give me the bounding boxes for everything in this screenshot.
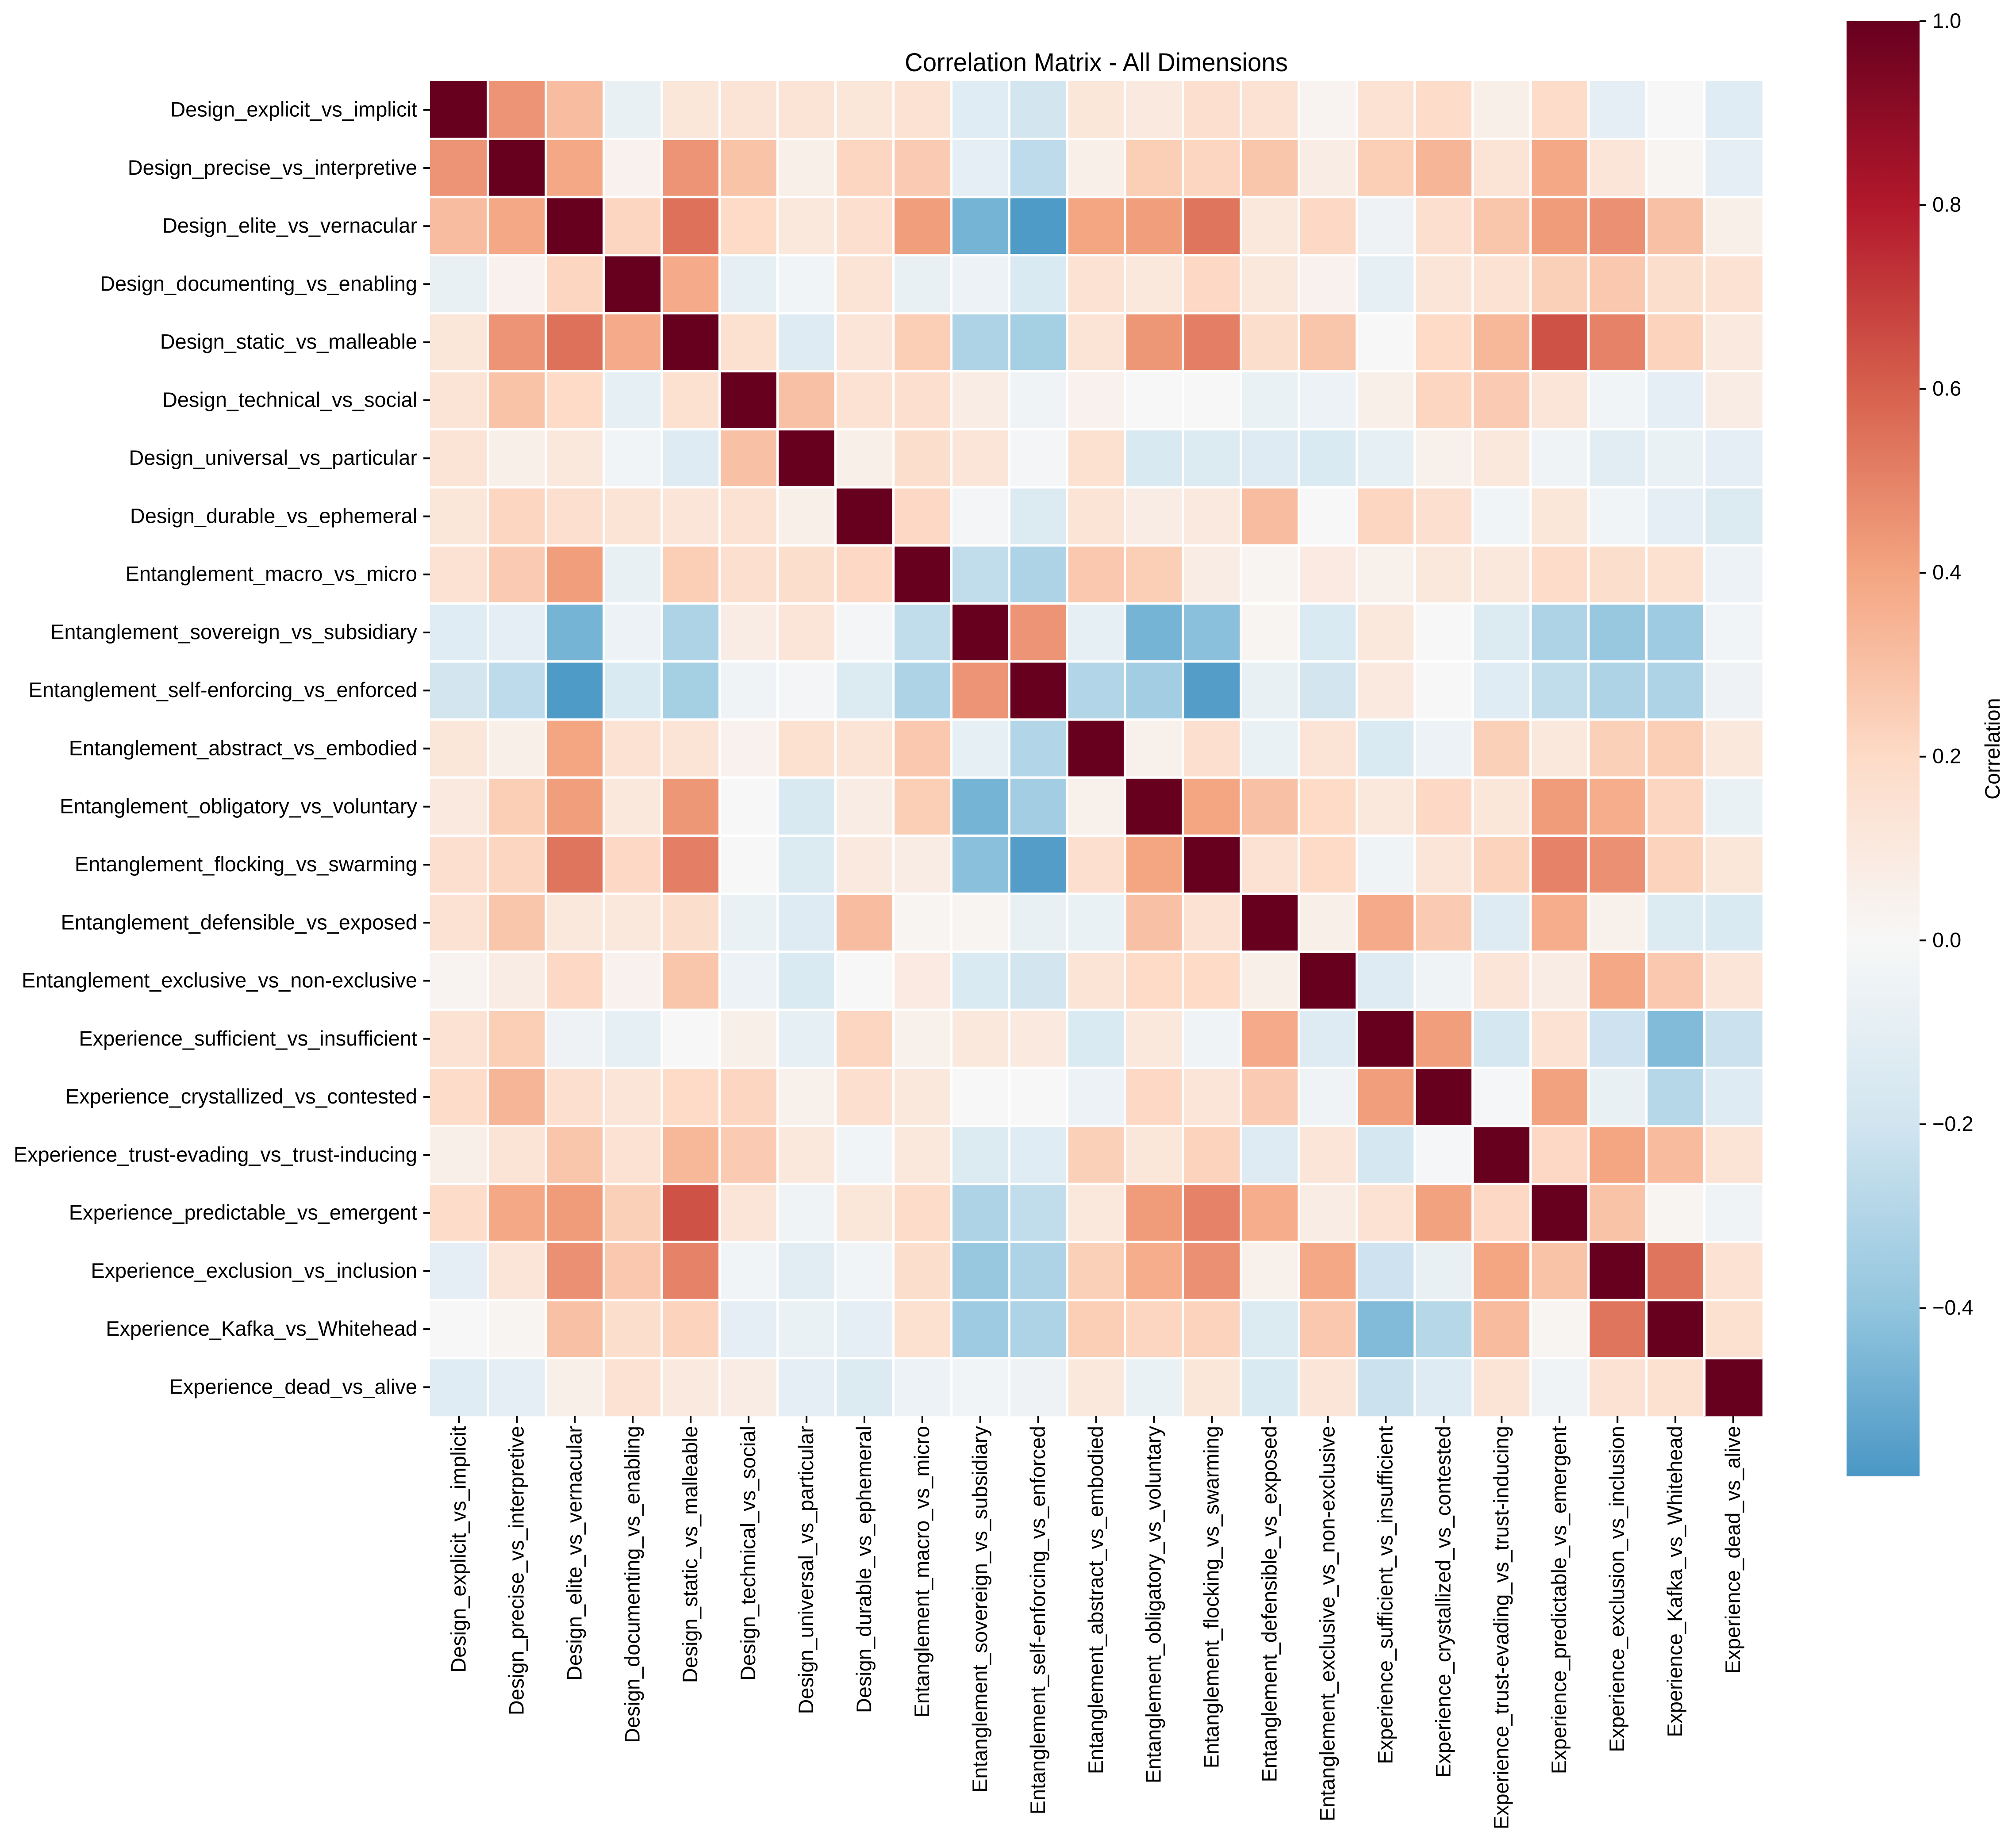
svg-text:0.4: 0.4 <box>1932 561 1961 584</box>
svg-text:Design_explicit_vs_implicit: Design_explicit_vs_implicit <box>170 98 417 121</box>
svg-text:0.8: 0.8 <box>1932 193 1961 216</box>
svg-text:0.0: 0.0 <box>1932 928 1961 951</box>
svg-text:Entanglement_exclusive_vs_non-: Entanglement_exclusive_vs_non-exclusive <box>22 969 417 992</box>
svg-text:Entanglement_sovereign_vs_subs: Entanglement_sovereign_vs_subsidiary <box>968 1425 991 1792</box>
svg-text:−0.2: −0.2 <box>1932 1112 1974 1135</box>
svg-text:Experience_Kafka_vs_Whitehead: Experience_Kafka_vs_Whitehead <box>1663 1426 1686 1737</box>
svg-text:Design_technical_vs_social: Design_technical_vs_social <box>162 388 417 411</box>
svg-text:−0.4: −0.4 <box>1932 1296 1974 1319</box>
svg-text:Experience_predictable_vs_emer: Experience_predictable_vs_emergent <box>1548 1426 1571 1774</box>
svg-text:Correlation Matrix - All Dimen: Correlation Matrix - All Dimensions <box>905 48 1288 77</box>
svg-text:Design_durable_vs_ephemeral: Design_durable_vs_ephemeral <box>852 1426 876 1713</box>
svg-text:Experience_exclusion_vs_inclus: Experience_exclusion_vs_inclusion <box>1605 1426 1628 1752</box>
svg-text:Experience_exclusion_vs_inclus: Experience_exclusion_vs_inclusion <box>91 1259 417 1282</box>
svg-text:Entanglement_obligatory_vs_vol: Entanglement_obligatory_vs_voluntary <box>60 795 418 818</box>
svg-text:Experience_sufficient_vs_insuf: Experience_sufficient_vs_insufficient <box>79 1027 417 1050</box>
svg-text:Design_documenting_vs_enabling: Design_documenting_vs_enabling <box>100 272 417 295</box>
svg-text:Experience_Kafka_vs_Whitehead: Experience_Kafka_vs_Whitehead <box>106 1317 417 1340</box>
svg-text:Entanglement_abstract_vs_embod: Entanglement_abstract_vs_embodied <box>1084 1426 1107 1774</box>
svg-text:Entanglement_abstract_vs_embod: Entanglement_abstract_vs_embodied <box>69 737 417 760</box>
svg-text:Entanglement_flocking_vs_swarm: Entanglement_flocking_vs_swarming <box>1200 1426 1223 1768</box>
svg-text:Entanglement_sovereign_vs_subs: Entanglement_sovereign_vs_subsidiary <box>50 621 417 644</box>
svg-text:Experience_dead_vs_alive: Experience_dead_vs_alive <box>1721 1426 1744 1674</box>
svg-text:Design_universal_vs_particular: Design_universal_vs_particular <box>795 1426 818 1714</box>
svg-text:Design_static_vs_malleable: Design_static_vs_malleable <box>160 330 417 353</box>
svg-text:Design_elite_vs_vernacular: Design_elite_vs_vernacular <box>162 214 417 237</box>
svg-text:Experience_sufficient_vs_insuf: Experience_sufficient_vs_insufficient <box>1374 1426 1397 1764</box>
svg-text:1.0: 1.0 <box>1932 9 1961 32</box>
svg-text:Experience_predictable_vs_emer: Experience_predictable_vs_emergent <box>69 1201 417 1224</box>
svg-text:Design_precise_vs_interpretive: Design_precise_vs_interpretive <box>128 156 417 179</box>
svg-text:Experience_crystallized_vs_con: Experience_crystallized_vs_contested <box>65 1085 417 1108</box>
svg-text:Design_explicit_vs_implicit: Design_explicit_vs_implicit <box>447 1426 470 1673</box>
svg-text:Entanglement_self-enforcing_vs: Entanglement_self-enforcing_vs_enforced <box>29 678 417 701</box>
svg-text:Design_precise_vs_interpretive: Design_precise_vs_interpretive <box>505 1426 528 1715</box>
svg-text:Correlation: Correlation <box>1981 698 2004 799</box>
svg-text:Design_universal_vs_particular: Design_universal_vs_particular <box>129 446 417 469</box>
svg-text:Design_static_vs_malleable: Design_static_vs_malleable <box>679 1426 702 1683</box>
svg-text:Design_durable_vs_ephemeral: Design_durable_vs_ephemeral <box>130 505 417 528</box>
svg-text:Experience_trust-evading_vs_tr: Experience_trust-evading_vs_trust-induci… <box>1490 1426 1513 1829</box>
svg-text:Entanglement_defensible_vs_exp: Entanglement_defensible_vs_exposed <box>61 911 417 934</box>
svg-text:0.2: 0.2 <box>1932 745 1961 768</box>
svg-text:Experience_trust-evading_vs_tr: Experience_trust-evading_vs_trust-induci… <box>14 1143 417 1166</box>
svg-text:Experience_crystallized_vs_con: Experience_crystallized_vs_contested <box>1432 1426 1455 1778</box>
svg-text:Entanglement_exclusive_vs_non-: Entanglement_exclusive_vs_non-exclusive <box>1316 1426 1339 1821</box>
svg-text:Entanglement_defensible_vs_exp: Entanglement_defensible_vs_exposed <box>1258 1426 1281 1782</box>
svg-text:Experience_dead_vs_alive: Experience_dead_vs_alive <box>169 1375 417 1398</box>
svg-text:Entanglement_macro_vs_micro: Entanglement_macro_vs_micro <box>910 1426 933 1717</box>
svg-text:Entanglement_self-enforcing_vs: Entanglement_self-enforcing_vs_enforced <box>1026 1426 1049 1814</box>
svg-text:Design_documenting_vs_enabling: Design_documenting_vs_enabling <box>621 1426 644 1743</box>
svg-text:0.6: 0.6 <box>1932 377 1961 400</box>
svg-text:Design_technical_vs_social: Design_technical_vs_social <box>737 1426 760 1681</box>
svg-text:Entanglement_macro_vs_micro: Entanglement_macro_vs_micro <box>126 563 417 586</box>
svg-text:Design_elite_vs_vernacular: Design_elite_vs_vernacular <box>563 1426 586 1681</box>
svg-text:Entanglement_flocking_vs_swarm: Entanglement_flocking_vs_swarming <box>75 853 417 876</box>
svg-text:Entanglement_obligatory_vs_vol: Entanglement_obligatory_vs_voluntary <box>1142 1425 1165 1783</box>
